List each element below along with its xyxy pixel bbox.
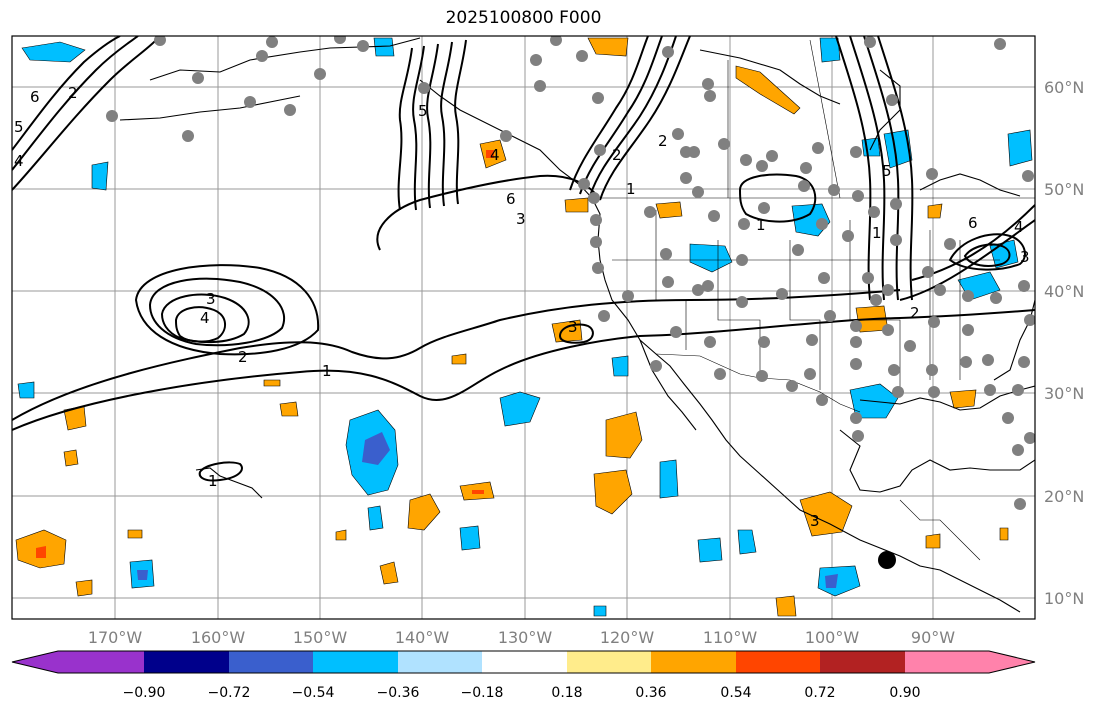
contour-label: 2 [910, 304, 920, 322]
colorbar-extend-min [12, 651, 58, 673]
colorbar-bin [736, 651, 820, 673]
colorbar-extend-max [989, 651, 1035, 673]
colorbar-tick-label: −0.18 [461, 685, 504, 701]
latitude-labels: 60°N 50°N 40°N 30°N 20°N 10°N [1044, 78, 1084, 608]
colorbar-tick-label: 0.72 [804, 685, 835, 701]
contour-label: 6 [968, 214, 978, 232]
contour-label: 2 [658, 132, 668, 150]
lat-label: 30°N [1044, 384, 1084, 403]
lat-label: 10°N [1044, 589, 1084, 608]
colorbar-bin [313, 651, 398, 673]
lon-label: 170°W [88, 628, 143, 647]
colorbar-bin [482, 651, 567, 673]
lon-label: 120°W [600, 628, 655, 647]
contour-label: 2 [238, 348, 248, 366]
contour-label: 5 [418, 102, 428, 120]
lon-label: 100°W [805, 628, 860, 647]
map-frame [11, 35, 1036, 620]
colorbar-bin [398, 651, 482, 673]
contour-label: 6 [506, 190, 516, 208]
lon-label: 110°W [703, 628, 758, 647]
contour-label: 1 [208, 472, 218, 490]
highlight-marker [878, 551, 896, 569]
lon-label: 160°W [191, 628, 246, 647]
contour-label: 3 [810, 512, 820, 530]
contour-label: 4 [200, 309, 210, 327]
negative-anomaly-shading [17, 37, 1033, 617]
colorbar-tick-label: −0.54 [292, 685, 335, 701]
colorbar-bin [567, 651, 651, 673]
contour-label: 4 [490, 146, 500, 164]
contour-label: 1 [626, 180, 636, 198]
map-title: 2025100800 F000 [445, 8, 602, 28]
lon-label: 140°W [395, 628, 450, 647]
political-borders [592, 39, 1035, 561]
colorbar-tick-label: 0.90 [889, 685, 920, 701]
lat-label: 20°N [1044, 487, 1084, 506]
contour-label: 6 [30, 88, 40, 106]
lon-label: 90°W [911, 628, 955, 647]
colorbar-tick-label: −0.36 [377, 685, 420, 701]
lon-label: 130°W [498, 628, 553, 647]
positive-anomaly-shading [15, 37, 1009, 617]
contour-label: 1 [872, 224, 882, 242]
lat-label: 60°N [1044, 78, 1084, 97]
contour-label: 4 [1014, 218, 1024, 236]
colorbar-tick-label: 0.54 [720, 685, 751, 701]
colorbar-bin [144, 651, 229, 673]
station-markers [106, 36, 1035, 510]
colorbar-tick-label: −0.72 [208, 685, 251, 701]
contour-label: 1 [322, 362, 332, 380]
contour-label: 3 [516, 210, 526, 228]
contour-label: 1 [756, 216, 766, 234]
colorbar-bin [229, 651, 313, 673]
colorbar-tick-label: 0.36 [635, 685, 666, 701]
contour-label: 3 [1020, 248, 1030, 266]
colorbar-outline [11, 650, 1036, 674]
contour-label: 4 [14, 152, 24, 170]
colorbar-tick-label: −0.90 [123, 685, 166, 701]
colorbar-bin [58, 651, 144, 673]
coastlines [119, 37, 1035, 613]
contour-label: 5 [14, 118, 24, 136]
contour-label: 5 [882, 162, 892, 180]
colorbar-bin [651, 651, 736, 673]
contour-label: 2 [612, 146, 622, 164]
colorbar-bin [820, 651, 905, 673]
lat-label: 40°N [1044, 282, 1084, 301]
colorbar-tick-label: 0.18 [551, 685, 582, 701]
lat-label: 50°N [1044, 180, 1084, 199]
contour-label: 2 [68, 84, 78, 102]
contour-label: 3 [568, 318, 578, 336]
longitude-labels: 170°W 160°W 150°W 140°W 130°W 120°W 110°… [88, 628, 955, 647]
lon-label: 150°W [293, 628, 348, 647]
contour-lines [12, 36, 1035, 482]
contour-label: 3 [206, 290, 216, 308]
colorbar: −0.90 −0.72 −0.54 −0.36 −0.18 0.18 0.36 … [11, 650, 1036, 701]
colorbar-bin [905, 651, 989, 673]
contour-labels: 6 5 4 3 2 1 4 5 2 6 3 1 3 4 2 1 3 1 6 4 … [14, 84, 1030, 530]
